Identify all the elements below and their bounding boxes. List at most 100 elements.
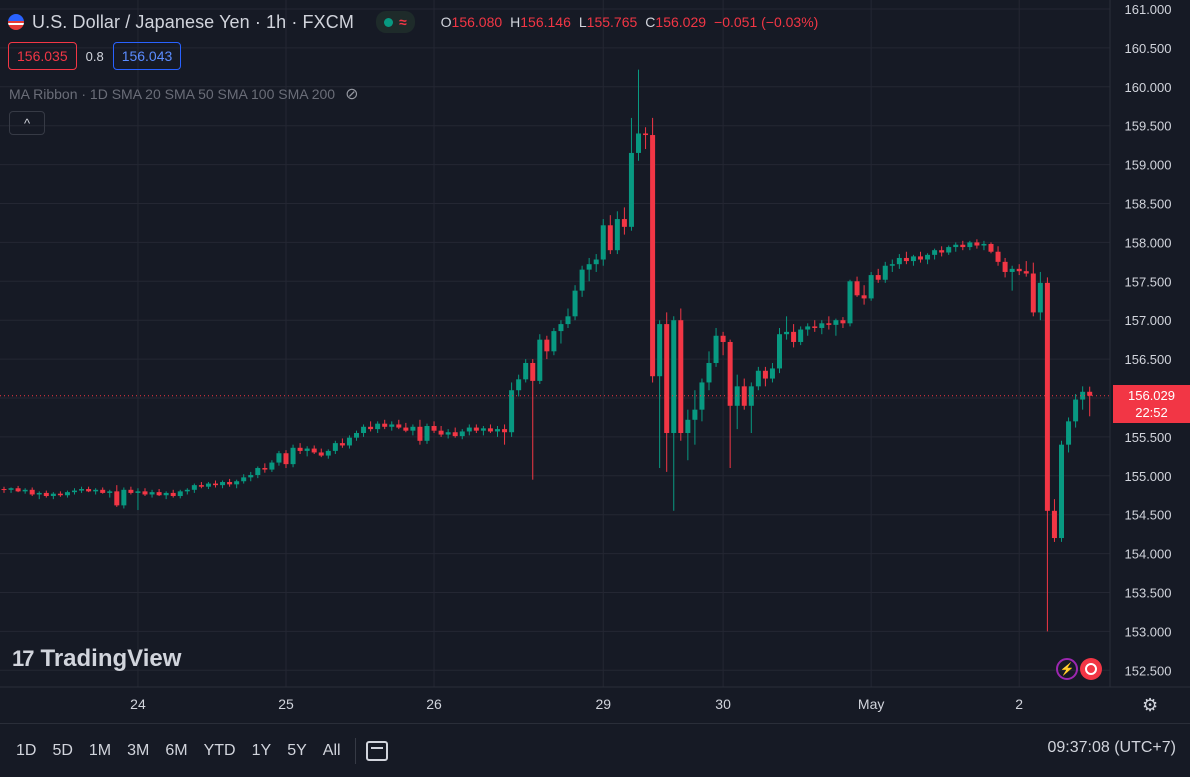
candle-body — [473, 427, 479, 431]
candle-body — [276, 453, 282, 463]
candle-body — [1030, 273, 1036, 313]
hidden-eye-icon[interactable]: ⊘ — [345, 86, 359, 103]
candle-body — [382, 423, 388, 427]
spread-value: 0.8 — [85, 48, 104, 64]
candle-body — [227, 482, 233, 485]
range-5y[interactable]: 5Y — [287, 741, 307, 759]
candle-body — [1087, 391, 1093, 396]
y-tick-label: 160.500 — [1125, 41, 1172, 56]
range-6m[interactable]: 6M — [165, 741, 188, 759]
settings-gear-icon[interactable]: ⚙ — [1142, 695, 1159, 715]
us-flag-icon — [8, 14, 24, 30]
y-tick-label: 159.500 — [1125, 119, 1172, 134]
candle-body — [86, 489, 92, 492]
buy-price-button[interactable]: 156.043 — [112, 42, 182, 70]
symbol-title[interactable]: U.S. Dollar / Japanese Yen · 1h · FXCM — [32, 11, 354, 32]
candle-body — [840, 320, 846, 324]
sell-price-button[interactable]: 156.035 — [8, 42, 77, 70]
bottom-toolbar: 1D 5D 1M 3M 6M YTD 1Y 5Y All 09:37:08 (U… — [0, 723, 1190, 777]
y-tick-label: 153.000 — [1125, 624, 1172, 639]
ohlc-value: 156.146 — [520, 14, 571, 30]
ohlc-value: 156.029 — [655, 14, 707, 30]
candle-body — [784, 331, 790, 335]
ohlc-key: L — [578, 14, 587, 30]
range-3m[interactable]: 3M — [127, 741, 150, 759]
candle-body — [396, 424, 402, 428]
candle-body — [466, 427, 472, 432]
collapse-legend-button[interactable]: ^ — [9, 111, 45, 135]
chart-header: U.S. Dollar / Japanese Yen · 1h · FXCM ≈… — [8, 11, 818, 33]
wave-icon: ≈ — [398, 14, 407, 30]
candle-body — [107, 491, 113, 493]
candle-body — [368, 426, 374, 430]
time-axis[interactable]: 24 25 26 29 30 May 2 — [130, 696, 1023, 712]
range-ytd[interactable]: YTD — [203, 741, 236, 759]
y-tick-label: 159.000 — [1125, 158, 1172, 173]
x-tick-label: 2 — [1015, 696, 1023, 712]
x-tick-label: 25 — [278, 696, 294, 712]
price-axis[interactable]: 161.000 160.500 160.000 159.500 159.000 158.5… — [1125, 2, 1172, 678]
candle-body — [981, 243, 987, 246]
candle-body — [509, 390, 515, 433]
candle-body — [269, 462, 275, 470]
candle-body — [678, 320, 684, 434]
record-icon[interactable] — [1080, 658, 1102, 680]
candle-body — [502, 429, 508, 433]
candle-body — [636, 133, 641, 153]
candle-body — [1080, 391, 1086, 400]
candle-body — [93, 489, 99, 492]
range-5d[interactable]: 5D — [52, 741, 73, 759]
range-1y[interactable]: 1Y — [251, 741, 272, 759]
candle-body — [657, 324, 663, 377]
candle-body — [22, 489, 28, 492]
candle-body — [734, 386, 740, 406]
candle-body — [198, 485, 204, 487]
candle-body — [79, 489, 85, 491]
y-tick-label: 154.500 — [1125, 508, 1172, 523]
candle-body — [1, 489, 7, 491]
y-tick-label: 155.500 — [1125, 430, 1172, 445]
candle-body — [819, 323, 825, 328]
candle-body — [903, 257, 909, 262]
indicator-legend[interactable]: MA Ribbon · 1D SMA 20 SMA 50 SMA 100 SMA… — [9, 84, 358, 104]
candle-body — [882, 265, 888, 280]
goto-date-calendar-icon[interactable] — [365, 740, 388, 761]
y-tick-label: 161.000 — [1125, 2, 1172, 17]
candle-body — [177, 491, 183, 497]
candle-body — [431, 426, 437, 431]
candle-body — [593, 259, 599, 265]
candle-body — [586, 264, 592, 270]
candle-body — [1073, 399, 1079, 422]
y-tick-label: 158.500 — [1125, 197, 1172, 212]
candle-body — [607, 225, 613, 251]
candle-body — [833, 320, 839, 325]
y-tick-label: 157.500 — [1125, 274, 1172, 289]
candle-body — [650, 135, 656, 377]
candle-body — [417, 426, 423, 441]
range-1m[interactable]: 1M — [88, 741, 112, 759]
range-1d[interactable]: 1D — [16, 741, 37, 759]
candle-body — [64, 492, 70, 496]
candle-body — [234, 481, 240, 485]
lightning-icon[interactable]: ⚡ — [1056, 658, 1078, 680]
candle-body — [854, 281, 860, 296]
candle-body — [128, 489, 134, 493]
candle-body — [1016, 268, 1022, 272]
ohlc-key: H — [510, 14, 521, 30]
market-status-pill[interactable]: ≈ — [375, 11, 415, 33]
x-tick-label: 26 — [426, 696, 442, 712]
timezone-clock[interactable]: 09:37:08 (UTC+7) — [1047, 739, 1176, 756]
candle-body — [191, 485, 197, 490]
candle-body — [643, 133, 649, 136]
range-all[interactable]: All — [322, 741, 341, 759]
candle-body — [121, 489, 127, 506]
candle-body — [671, 320, 677, 434]
candle-body — [1002, 261, 1008, 272]
candle-body — [57, 493, 63, 496]
chart-alert-icons: ⚡ — [1056, 658, 1102, 680]
candle-body — [163, 492, 169, 496]
candle-body — [939, 250, 945, 253]
ohlc-key: O — [440, 14, 452, 30]
candle-body — [36, 492, 42, 495]
